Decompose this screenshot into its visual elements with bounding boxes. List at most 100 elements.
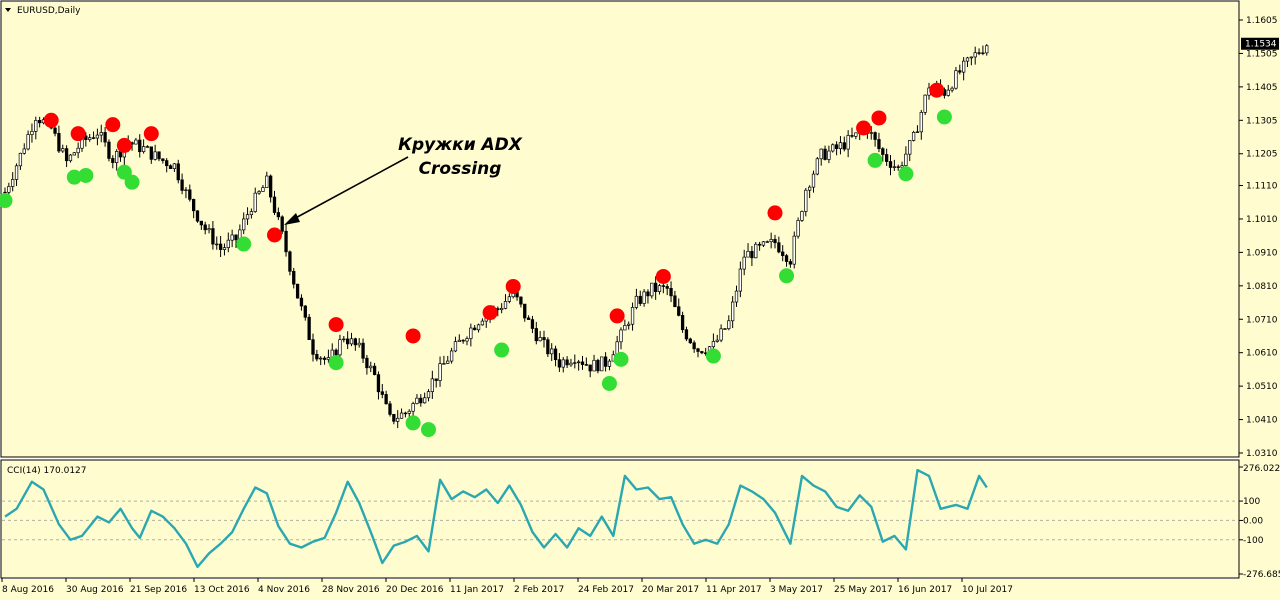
candle (222, 243, 227, 256)
candle (292, 267, 296, 289)
candle (72, 151, 76, 156)
candle (961, 57, 966, 81)
candle (757, 241, 762, 251)
candle (627, 321, 631, 330)
candle (242, 212, 246, 235)
candle (18, 152, 23, 170)
time-tick-label: 8 Aug 2016 (2, 585, 54, 595)
price-axis: 1.1605 1.1505 1.1405 1.1305 1.1205 1.1110 1.10… (1239, 16, 1278, 459)
candle (573, 354, 577, 369)
green-dot-marker (613, 351, 629, 367)
candle (534, 321, 538, 345)
cci-tick-label: 100 (1243, 497, 1260, 507)
candle (88, 134, 92, 142)
green-dot-marker (601, 375, 617, 391)
candle (114, 149, 119, 171)
time-tick-label: 24 Feb 2017 (578, 585, 634, 595)
green-dot-marker (405, 415, 421, 431)
candle (650, 282, 654, 299)
candle (257, 190, 261, 195)
candle (877, 132, 881, 153)
candle (319, 356, 323, 366)
time-tick-label: 13 Oct 2016 (194, 585, 250, 595)
current-price-label: 1.1534 (1245, 40, 1277, 50)
red-dot-marker (856, 120, 872, 136)
price-tick-label: 1.1010 (1246, 215, 1278, 225)
candle (357, 338, 361, 348)
green-dot-marker (494, 342, 510, 358)
candle (91, 131, 96, 140)
candle (172, 163, 177, 173)
candle (361, 338, 365, 363)
candle (769, 232, 773, 249)
candle (95, 128, 100, 146)
candle (711, 333, 716, 351)
candle (892, 159, 896, 171)
chart-menu-icon[interactable] (5, 8, 11, 12)
red-dot-marker (116, 137, 132, 153)
candle (307, 313, 311, 341)
candle (99, 124, 103, 143)
candle (919, 109, 923, 140)
candle (619, 327, 623, 350)
candle (923, 94, 927, 116)
candle (61, 144, 65, 153)
price-tick-label: 1.0710 (1246, 315, 1278, 325)
candle (295, 283, 300, 299)
price-tick-label: 1.0410 (1246, 416, 1278, 426)
time-tick-label: 30 Aug 2016 (66, 585, 124, 595)
candle (985, 44, 989, 56)
candle (157, 151, 161, 162)
candle (138, 134, 142, 158)
cci-tick-label: -100 (1243, 536, 1264, 546)
candle (623, 319, 627, 331)
candle (788, 258, 793, 268)
candle (476, 323, 481, 333)
candle (692, 340, 696, 353)
price-tick-label: 1.1110 (1246, 182, 1278, 192)
price-tick-label: 1.0310 (1246, 449, 1278, 459)
candle (946, 84, 950, 97)
candle (469, 323, 473, 347)
candle (372, 362, 377, 376)
candle (184, 187, 188, 199)
candle (588, 364, 592, 378)
cci-panel (0, 459, 1240, 579)
candle (503, 294, 508, 310)
candle (677, 298, 681, 317)
candle (392, 413, 396, 425)
cci-line (4, 468, 988, 569)
candle (276, 207, 280, 221)
candle (141, 139, 146, 154)
candle (203, 221, 207, 235)
candle (500, 303, 504, 314)
candle (430, 370, 434, 399)
candle (369, 361, 373, 373)
candle (734, 285, 739, 307)
candle (442, 355, 446, 365)
red-dot-marker (43, 112, 59, 128)
candle (761, 240, 766, 247)
candle (576, 359, 581, 371)
candle (245, 207, 250, 225)
candle (165, 158, 169, 173)
price-tick-label: 1.1305 (1246, 116, 1278, 126)
candle (969, 56, 973, 66)
candle (834, 141, 839, 156)
candle (684, 326, 689, 342)
candle (84, 132, 88, 147)
candle (426, 389, 431, 402)
candle (423, 392, 427, 404)
current-price-box (1241, 37, 1279, 50)
candle (37, 116, 42, 128)
price-tick-label: 1.0510 (1246, 382, 1278, 392)
price-panel (0, 0, 1240, 458)
candle (207, 224, 211, 234)
candle (653, 276, 658, 300)
candle (188, 184, 192, 202)
candle (346, 331, 350, 350)
candle (530, 315, 535, 334)
candle (565, 356, 569, 369)
